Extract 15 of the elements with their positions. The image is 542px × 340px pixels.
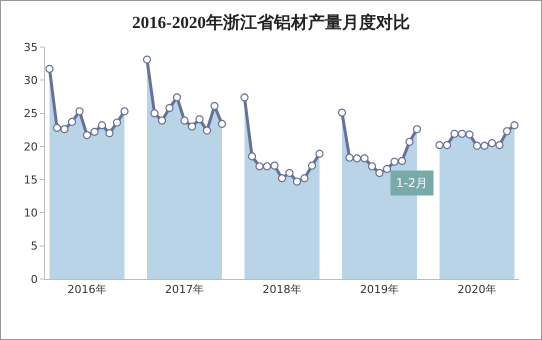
- x-tick-label: 2018年: [262, 283, 302, 296]
- y-tick-label: 20: [24, 140, 38, 154]
- y-tick-label: 10: [24, 206, 38, 220]
- annotation: 1-2月: [396, 176, 428, 190]
- chart-title: 2016-2020年浙江省铝材产量月度对比: [132, 13, 410, 32]
- y-tick-label: 0: [30, 272, 38, 286]
- y-tick-label: 35: [24, 40, 38, 54]
- x-tick-label: 2016年: [68, 283, 106, 296]
- y-tick-label: 15: [24, 173, 38, 186]
- x-tick-label: 2019年: [360, 283, 399, 296]
- y-tick-label: 25: [24, 107, 38, 120]
- y-tick-label: 5: [30, 240, 38, 253]
- x-tick-label: 2017年: [165, 283, 204, 296]
- y-tick-label: 30: [24, 74, 38, 87]
- x-tick-label: 2020年: [458, 283, 496, 296]
